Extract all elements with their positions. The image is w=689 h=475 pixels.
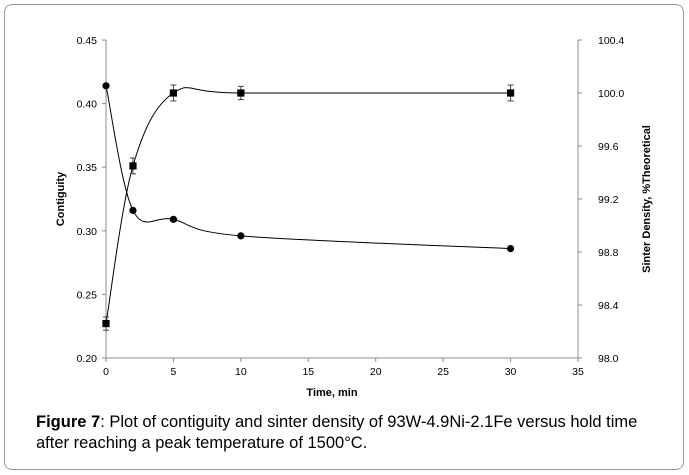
- data-point-square: [102, 319, 110, 328]
- data-point-circle: [237, 232, 245, 240]
- data-point-circle: [169, 215, 178, 223]
- dual-axis-line-chart: 0 5 10 15 20 25 30 35 0.20 0.25 0.30 0.35 0.40 0.45 98…: [55, 35, 653, 399]
- x-tick-label: 20: [370, 366, 382, 378]
- y-right-tick-label: 99.6: [598, 141, 619, 153]
- y-left-tick-label: 0.35: [77, 162, 98, 174]
- data-point-circle: [129, 206, 137, 215]
- y-left-tick-label: 0.30: [77, 226, 98, 238]
- data-point-circle: [102, 82, 110, 90]
- y-left-tick-label: 0.40: [77, 99, 98, 111]
- x-tick-label: 0: [103, 366, 109, 378]
- x-tick-label: 25: [437, 366, 449, 378]
- data-point-circle: [506, 245, 515, 253]
- y-right-tick-label: 100.0: [598, 88, 624, 100]
- x-tick-label: 35: [572, 366, 584, 378]
- y-right-tick-label: 98.4: [598, 300, 619, 312]
- y-left-axis-label: Contiguity: [55, 171, 67, 226]
- y-left-tick-label: 0.25: [77, 289, 98, 301]
- caption-text: : Plot of contiguity and sinter density …: [36, 413, 638, 452]
- figure-caption: Figure 7: Plot of contiguity and sinter …: [36, 412, 656, 454]
- y-right-tick-label: 100.4: [598, 35, 624, 47]
- data-point-square: [169, 89, 178, 97]
- x-tick-label: 30: [505, 366, 517, 378]
- x-axis-label: Time, min: [306, 387, 357, 399]
- y-right-tick-label: 98.0: [598, 353, 619, 365]
- y-right-tick-label: 99.2: [598, 194, 619, 206]
- y-left-tick-label: 0.45: [77, 35, 98, 47]
- data-point-square: [506, 89, 515, 97]
- y-right-axis-label: Sinter Density, %Theoretical: [641, 125, 653, 273]
- x-tick-label: 10: [235, 366, 247, 378]
- chart-axes: [102, 39, 582, 362]
- series-line-square: [105, 87, 511, 324]
- y-right-tick-label: 98.8: [598, 247, 619, 259]
- data-point-square: [129, 162, 137, 170]
- chart-tick-labels: 0 5 10 15 20 25 30 35 0.20 0.25 0.30 0.35 0.40 0.45 98…: [77, 35, 625, 378]
- caption-label: Figure 7: [36, 413, 101, 431]
- x-tick-label: 15: [302, 366, 314, 378]
- chart-plot-area: [102, 82, 515, 331]
- series-line-circle: [105, 85, 511, 250]
- data-point-square: [237, 89, 245, 97]
- figure-frame: [4, 4, 684, 470]
- y-left-tick-label: 0.20: [77, 353, 98, 365]
- x-tick-label: 5: [171, 366, 177, 378]
